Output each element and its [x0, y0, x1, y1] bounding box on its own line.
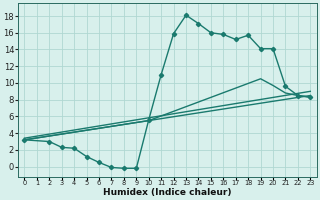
X-axis label: Humidex (Indice chaleur): Humidex (Indice chaleur)	[103, 188, 232, 197]
